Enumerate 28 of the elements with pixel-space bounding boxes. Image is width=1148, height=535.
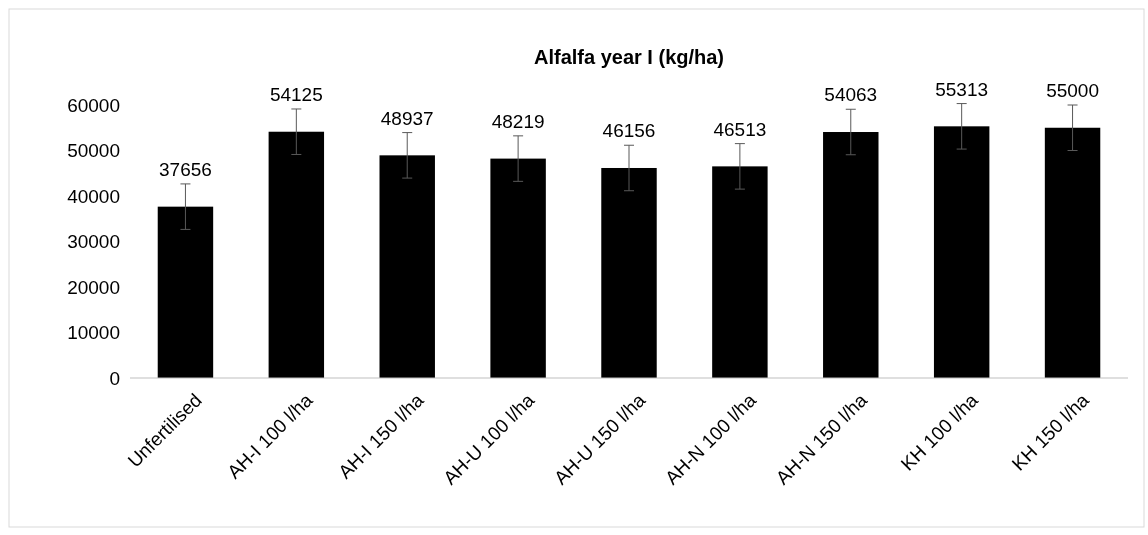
bar bbox=[268, 131, 325, 378]
bar bbox=[601, 167, 657, 378]
y-tick-label: 0 bbox=[109, 367, 120, 389]
chart-title: Alfalfa year I (kg/ha) bbox=[533, 46, 725, 68]
data-label: 48219 bbox=[491, 110, 545, 132]
data-label: 37656 bbox=[159, 158, 212, 180]
x-tick-label: KH 150 l/ha bbox=[1007, 389, 1094, 475]
y-tick-label: 20000 bbox=[67, 276, 120, 298]
bar bbox=[712, 166, 768, 378]
bar bbox=[933, 126, 990, 378]
y-tick-label: 30000 bbox=[67, 231, 120, 253]
bar bbox=[1044, 127, 1101, 378]
data-label: 48937 bbox=[380, 107, 434, 129]
y-tick-label: 40000 bbox=[67, 185, 120, 207]
data-label: 55313 bbox=[935, 78, 989, 100]
bar bbox=[823, 132, 879, 378]
data-label: 54125 bbox=[269, 83, 323, 105]
bar bbox=[379, 155, 435, 378]
bar bbox=[490, 158, 546, 378]
data-label: 46156 bbox=[602, 120, 656, 142]
data-label: 54063 bbox=[824, 84, 878, 106]
bar bbox=[157, 206, 214, 378]
data-label: 46513 bbox=[713, 118, 767, 140]
y-tick-label: 50000 bbox=[67, 140, 120, 162]
y-tick-label: 10000 bbox=[67, 322, 120, 344]
x-tick-label: KH 100 l/ha bbox=[896, 389, 983, 475]
y-tick-label: 60000 bbox=[67, 94, 120, 116]
data-label: 55000 bbox=[1046, 80, 1099, 101]
